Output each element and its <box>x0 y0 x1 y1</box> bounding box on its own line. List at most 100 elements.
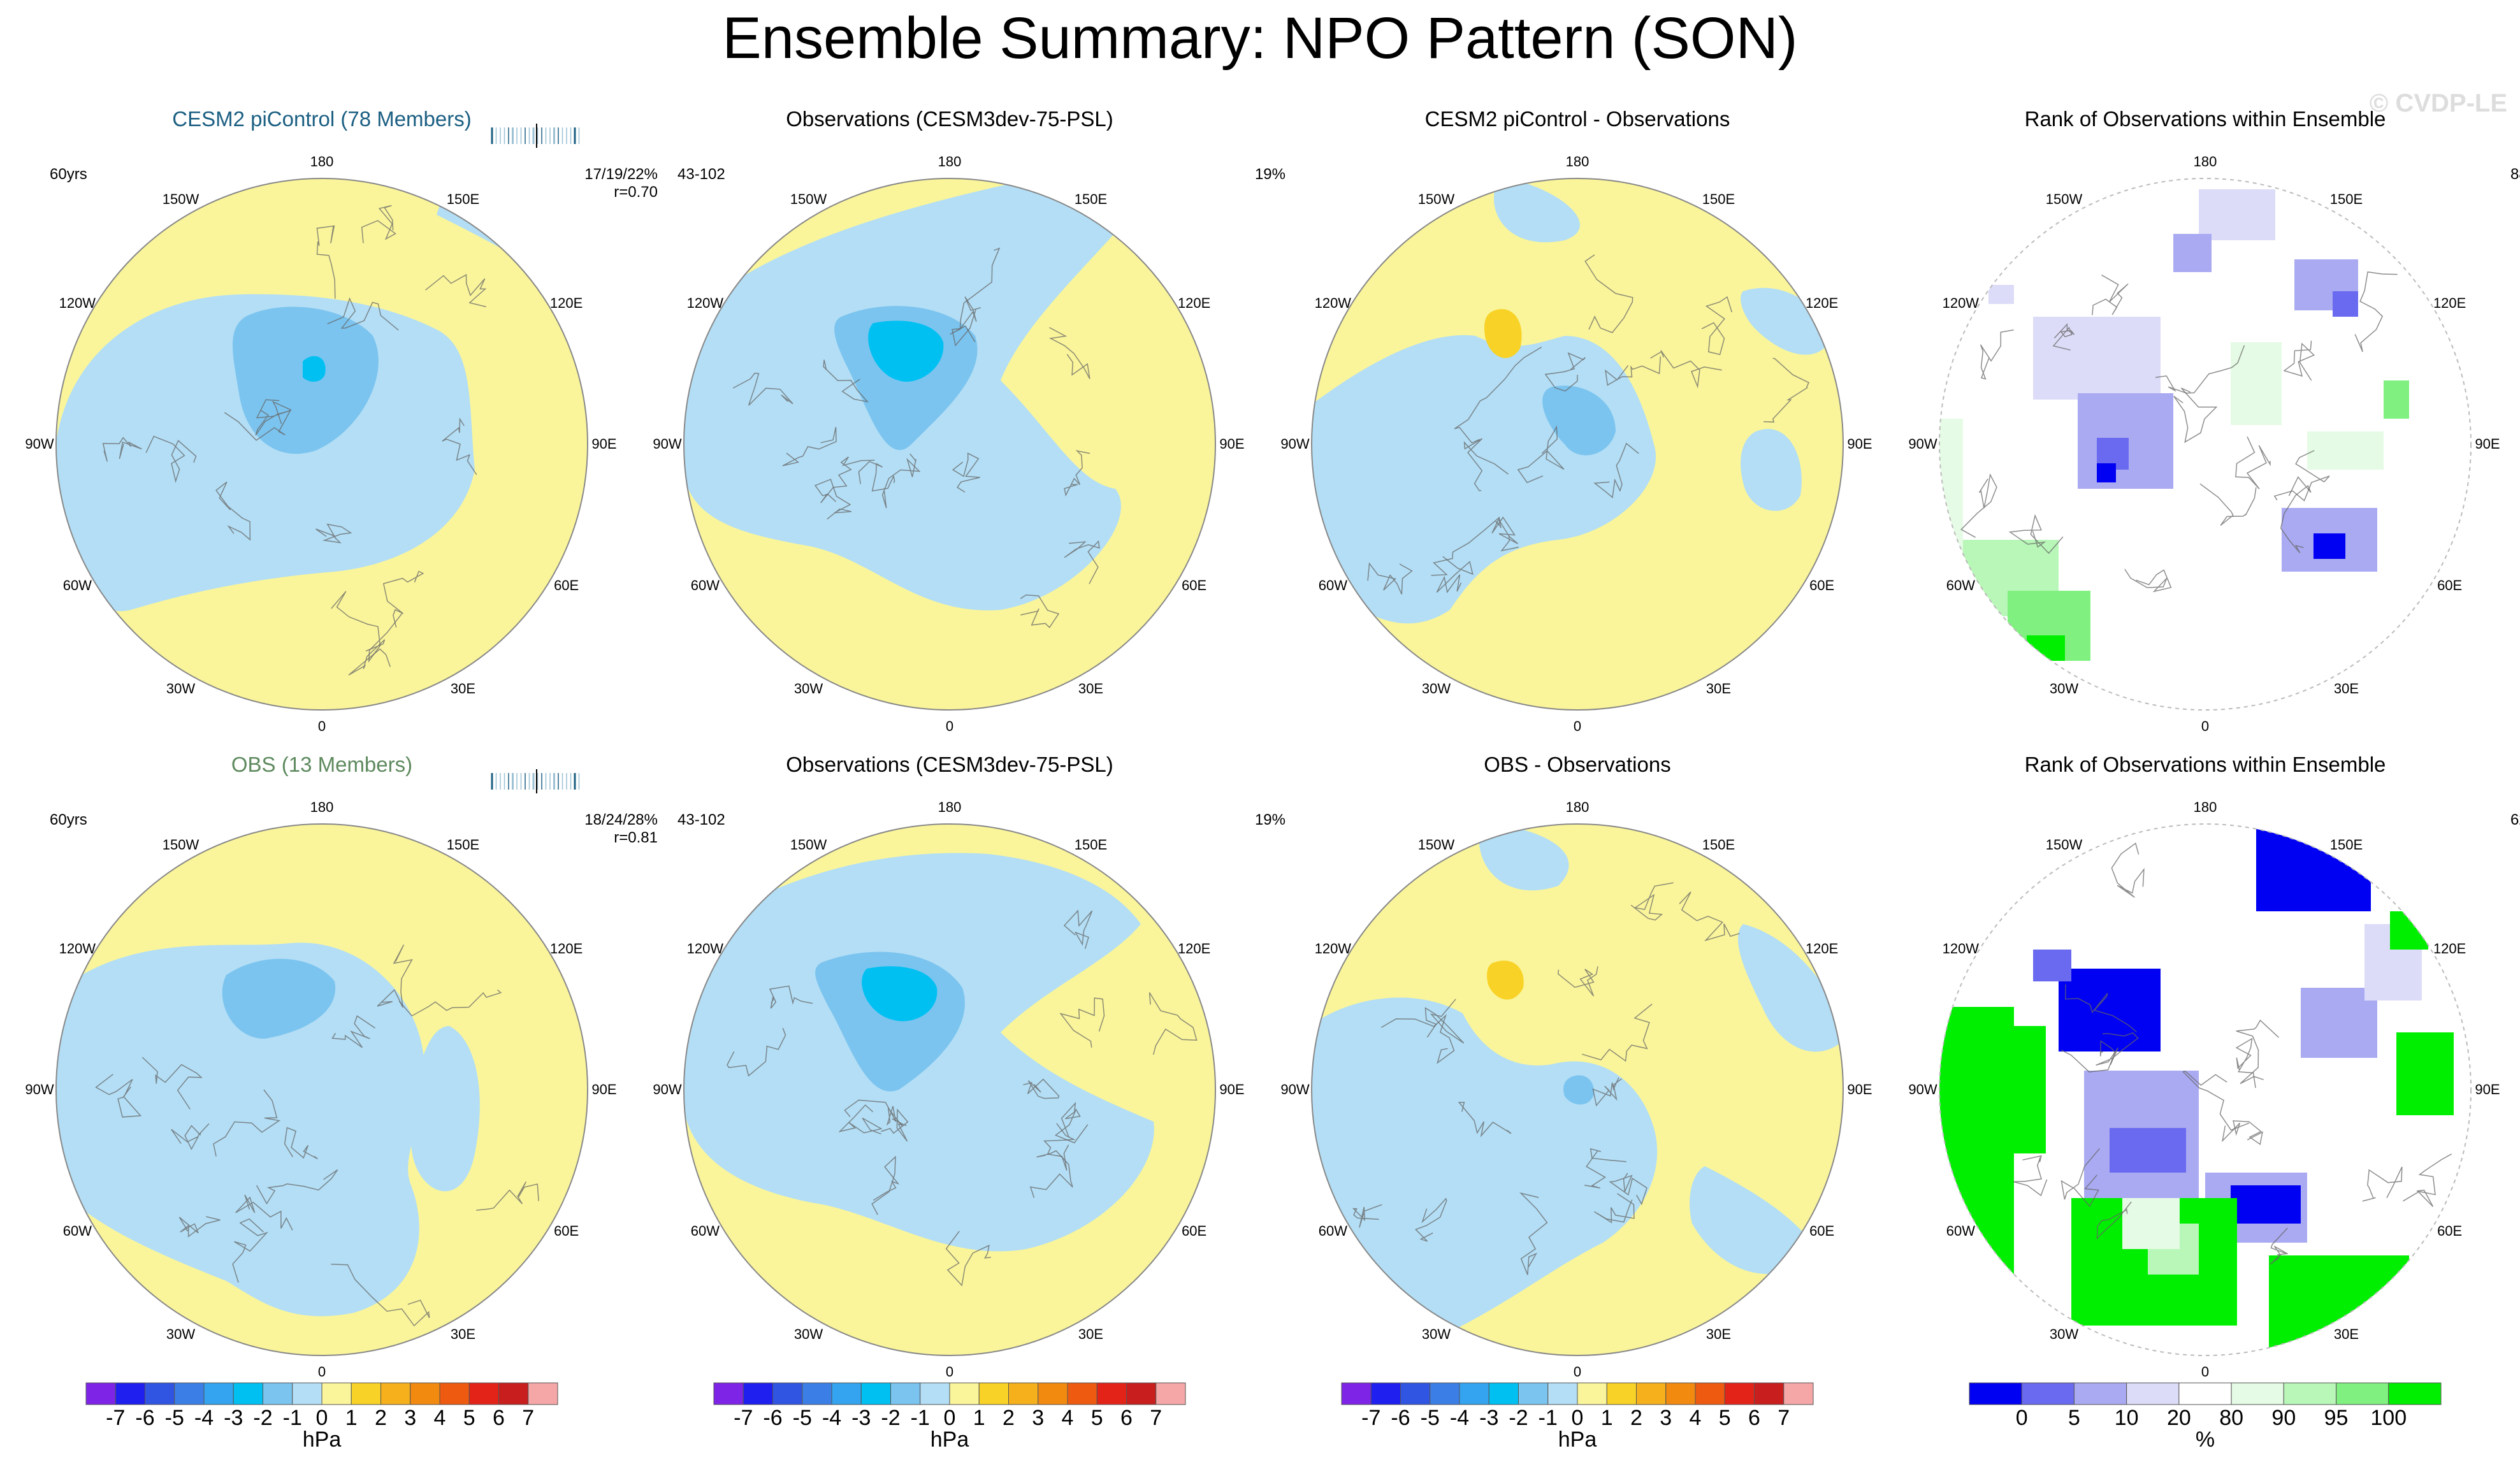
longitude-label-60E: 60E <box>1809 1222 1835 1239</box>
rank-colorbar <box>1969 1382 2442 1405</box>
rank-cell <box>2333 291 2358 317</box>
colorbar-swatch <box>920 1382 950 1405</box>
anomaly-region-midblue <box>1542 386 1616 456</box>
colorbar-swatch <box>1038 1382 1068 1405</box>
anomaly-region-lightblue <box>1741 429 1802 511</box>
panel-title-7: OBS - Observations <box>1484 753 1671 776</box>
colorbar-swatch <box>174 1382 205 1405</box>
anomaly-region-lightblue <box>1690 1166 1820 1275</box>
colorbar-swatch <box>410 1382 440 1405</box>
colorbar-swatch <box>1636 1382 1667 1405</box>
longitude-label-120W: 120W <box>1314 294 1352 311</box>
longitude-label-90W: 90W <box>653 1081 682 1097</box>
longitude-label-180: 180 <box>1565 154 1589 170</box>
colorbar-swatch <box>263 1382 293 1405</box>
panel-correlation-note: r=0.81 <box>614 829 658 846</box>
colorbar-swatch <box>1547 1382 1578 1405</box>
watermark: © CVDP-LE <box>2369 89 2507 117</box>
panel-right-note: 19% <box>1254 166 1285 183</box>
slp-colorbar <box>713 1382 1186 1405</box>
colorbar-tick-label: 1 <box>345 1406 358 1430</box>
colorbar-tick-label: -3 <box>851 1406 871 1430</box>
longitude-label-0: 0 <box>317 1364 326 1380</box>
panel-right-note: 18/24/28% <box>584 811 658 828</box>
longitude-label-150W: 150W <box>2045 191 2083 208</box>
map-outline <box>683 178 1216 711</box>
longitude-label-60E: 60E <box>2437 577 2463 593</box>
colorbar-swatch <box>292 1382 322 1405</box>
longitude-label-60E: 60E <box>554 577 579 593</box>
longitude-label-90E: 90E <box>1847 1081 1872 1097</box>
longitude-label-150E: 150E <box>2329 837 2363 853</box>
longitude-label-90E: 90E <box>591 1081 617 1097</box>
colorbar-swatch <box>1754 1382 1785 1405</box>
rank-cell <box>2307 431 2384 470</box>
longitude-label-150E: 150E <box>1702 837 1735 853</box>
longitude-label-180: 180 <box>310 154 334 170</box>
longitude-label-0: 0 <box>1573 718 1582 734</box>
longitude-label-90W: 90W <box>1280 436 1310 452</box>
colorbar-swatch <box>1370 1382 1401 1405</box>
colorbar-swatch <box>860 1382 891 1405</box>
colorbar-tick-label: 0 <box>2015 1406 2028 1430</box>
colorbar-swatch <box>742 1382 773 1405</box>
colorbar-tick-label: -6 <box>763 1406 783 1430</box>
anomaly-region-midblue <box>1563 1075 1594 1105</box>
colorbar-swatch <box>2283 1382 2337 1405</box>
longitude-label-30E: 30E <box>450 680 476 697</box>
colorbar-tick-label: 0 <box>315 1406 328 1430</box>
colorbar-tick-label: 6 <box>493 1406 505 1430</box>
colorbar-tick-label: 4 <box>1689 1406 1702 1430</box>
longitude-label-0: 0 <box>317 718 326 734</box>
map-panel-2 <box>684 178 1215 710</box>
longitude-label-120E: 120E <box>549 294 583 311</box>
longitude-label-120W: 120W <box>1942 294 1980 311</box>
longitude-label-30E: 30E <box>1078 1326 1104 1342</box>
colorbar-tick-label: 5 <box>463 1406 475 1430</box>
colorbar-tick-label: 90 <box>2271 1406 2296 1430</box>
longitude-label-60W: 60W <box>1318 1222 1347 1239</box>
longitude-label-60W: 60W <box>1946 577 1975 593</box>
map-panel-1 <box>56 178 588 710</box>
panel-left-note: 60yrs <box>50 811 87 828</box>
colorbar-tick-label: 6 <box>1120 1406 1133 1430</box>
map-outline <box>683 823 1216 1356</box>
colorbar-swatch <box>1155 1382 1186 1405</box>
anomaly-region-lightblue <box>411 1026 480 1192</box>
colorbar-units-label: hPa <box>1558 1427 1597 1452</box>
longitude-label-180: 180 <box>2193 154 2217 170</box>
map-outline <box>1939 178 2472 711</box>
longitude-label-30W: 30W <box>793 680 823 697</box>
colorbar-tick-label: -2 <box>253 1406 273 1430</box>
colorbar-tick-label: -3 <box>224 1406 243 1430</box>
rank-cell <box>2110 1128 2186 1173</box>
colorbar-tick-label: 2 <box>1003 1406 1015 1430</box>
longitude-label-90E: 90E <box>1219 436 1245 452</box>
longitude-label-120W: 120W <box>59 294 96 311</box>
longitude-label-180: 180 <box>2193 799 2217 815</box>
colorbar-tick-label: 2 <box>1630 1406 1642 1430</box>
colorbar-swatch <box>2231 1382 2284 1405</box>
longitude-label-150E: 150E <box>1074 191 1108 208</box>
longitude-label-60E: 60E <box>1182 1222 1207 1239</box>
panel-title-3: CESM2 piControl - Observations <box>1424 107 1730 131</box>
colorbar-tick-label: 10 <box>2114 1406 2139 1430</box>
longitude-label-120E: 120E <box>1177 940 1211 957</box>
longitude-label-120W: 120W <box>1942 940 1980 957</box>
colorbar-tick-label: 1 <box>1600 1406 1613 1430</box>
rank-cell <box>2396 1032 2454 1115</box>
longitude-label-30W: 30W <box>166 680 196 697</box>
colorbar-tick-label: -5 <box>164 1406 184 1430</box>
longitude-label-90E: 90E <box>2475 1081 2500 1097</box>
colorbar-tick-label: -6 <box>135 1406 155 1430</box>
longitude-label-120E: 120E <box>2433 294 2466 311</box>
map-panel-6 <box>684 824 1215 1355</box>
colorbar-tick-label: 7 <box>522 1406 535 1430</box>
colorbar-swatch <box>1067 1382 1097 1405</box>
longitude-label-0: 0 <box>2201 1364 2210 1380</box>
colorbar-tick-label: -4 <box>822 1406 842 1430</box>
longitude-label-150E: 150E <box>446 837 480 853</box>
map-outline <box>55 178 588 711</box>
longitude-label-150W: 150W <box>162 837 199 853</box>
